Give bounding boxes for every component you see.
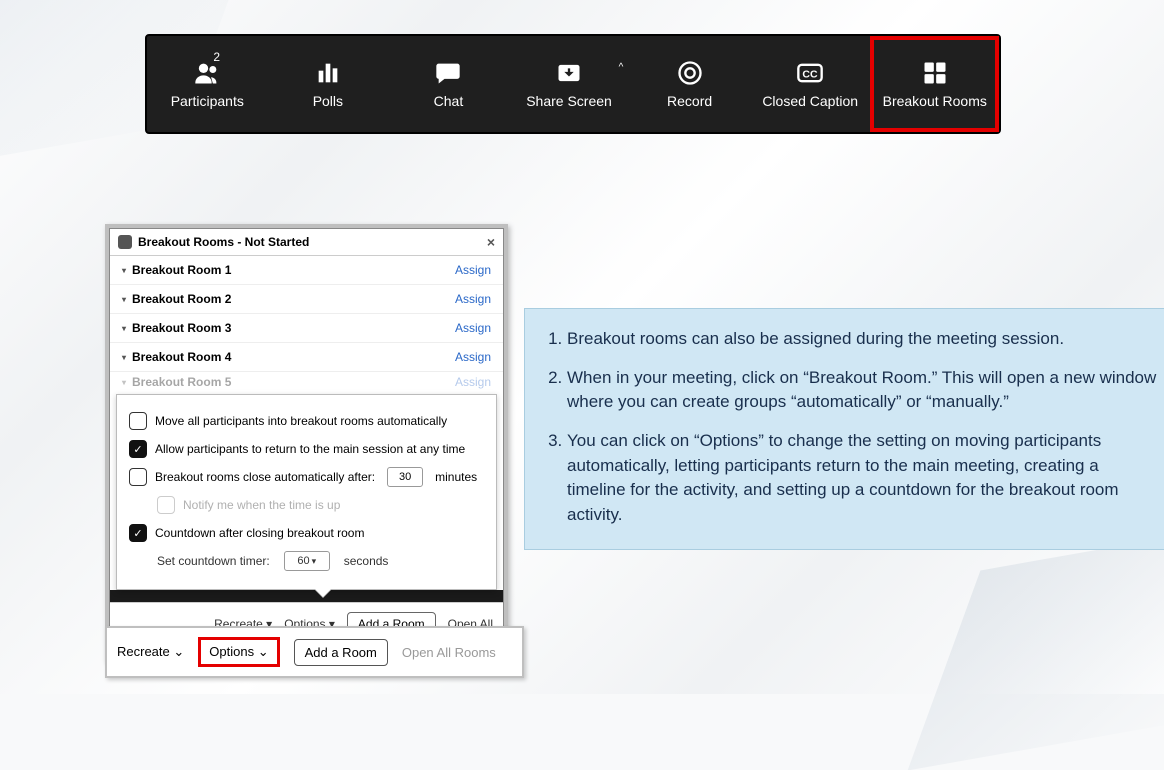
room-name: Breakout Room 1 — [132, 263, 231, 277]
breakout-room-row[interactable]: ▾ Breakout Room 4 Assign — [110, 343, 503, 372]
toolbar-closed-caption[interactable]: CC Closed Caption — [750, 36, 871, 132]
checkbox-icon — [157, 496, 175, 514]
instruction-item: You can click on “Options” to change the… — [567, 429, 1159, 528]
opt-label: Set countdown timer: — [157, 554, 270, 568]
close-icon[interactable]: × — [487, 234, 495, 250]
instruction-item: Breakout rooms can also be assigned duri… — [567, 327, 1159, 352]
unit-label: seconds — [344, 554, 389, 568]
toolbar-label: Chat — [434, 93, 464, 109]
caret-icon: ▾ — [122, 324, 126, 333]
unit-label: minutes — [435, 470, 477, 484]
opt-move-auto[interactable]: Move all participants into breakout room… — [129, 407, 484, 435]
toolbar-record[interactable]: Record — [629, 36, 750, 132]
instructions-panel: Breakout rooms can also be assigned duri… — [524, 308, 1164, 550]
open-all-rooms-link[interactable]: Open All Rooms — [402, 645, 496, 660]
add-room-button[interactable]: Add a Room — [294, 639, 388, 666]
breakout-actions-bar: Recreate ⌄ Options ⌄ Add a Room Open All… — [105, 626, 524, 678]
record-icon — [676, 59, 704, 87]
opt-allow-return[interactable]: ✓ Allow participants to return to the mai… — [129, 435, 484, 463]
toolbar-breakout-rooms[interactable]: Breakout Rooms — [870, 36, 999, 132]
caret-icon: ▾ — [122, 378, 126, 387]
options-popover: Move all participants into breakout room… — [116, 394, 497, 590]
breakout-rooms-window: Breakout Rooms - Not Started × ▾ Breakout… — [105, 224, 508, 662]
assign-link[interactable]: Assign — [455, 350, 491, 364]
opt-timer: Set countdown timer: 60 seconds — [129, 547, 484, 575]
share-screen-icon — [555, 59, 583, 87]
opt-label: Move all participants into breakout room… — [155, 414, 447, 428]
options-dropdown[interactable]: Options ⌄ — [198, 637, 279, 667]
toolbar-label: Share Screen — [526, 93, 612, 109]
toolbar-polls[interactable]: Polls — [268, 36, 389, 132]
breakout-room-row[interactable]: ▾ Breakout Room 3 Assign — [110, 314, 503, 343]
caret-icon: ▾ — [122, 353, 126, 362]
toolbar-label: Breakout Rooms — [883, 93, 987, 109]
polls-icon — [314, 59, 342, 87]
cc-icon: CC — [796, 59, 824, 87]
meeting-toolbar: 2 Participants Polls Chat ^ Share Screen… — [145, 34, 1001, 134]
checkbox-icon[interactable]: ✓ — [129, 440, 147, 458]
toolbar-chat[interactable]: Chat — [388, 36, 509, 132]
opt-label: Breakout rooms close automatically after… — [155, 470, 375, 484]
caret-icon: ▾ — [122, 295, 126, 304]
room-name: Breakout Room 2 — [132, 292, 231, 306]
opt-label: Countdown after closing breakout room — [155, 526, 364, 540]
participants-count: 2 — [213, 50, 220, 64]
checkbox-icon[interactable] — [129, 468, 147, 486]
opt-notify: Notify me when the time is up — [129, 491, 484, 519]
breakout-icon — [921, 59, 949, 87]
opt-auto-close[interactable]: Breakout rooms close automatically after… — [129, 463, 484, 491]
window-icon — [118, 235, 132, 249]
toolbar-label: Record — [667, 93, 712, 109]
minutes-input[interactable]: 30 — [387, 467, 423, 487]
instruction-item: When in your meeting, click on “Breakout… — [567, 366, 1159, 415]
window-title: Breakout Rooms - Not Started — [138, 235, 309, 249]
checkbox-icon[interactable] — [129, 412, 147, 430]
opt-countdown[interactable]: ✓ Countdown after closing breakout room — [129, 519, 484, 547]
toolbar-label: Participants — [171, 93, 244, 109]
recreate-dropdown[interactable]: Recreate ⌄ — [117, 644, 184, 660]
toolbar-share-screen[interactable]: ^ Share Screen — [509, 36, 630, 132]
assign-link[interactable]: Assign — [455, 292, 491, 306]
breakout-room-row[interactable]: ▾ Breakout Room 2 Assign — [110, 285, 503, 314]
toolbar-participants[interactable]: 2 Participants — [147, 36, 268, 132]
opt-label: Notify me when the time is up — [183, 498, 340, 512]
assign-link[interactable]: Assign — [455, 321, 491, 335]
toolbar-label: Closed Caption — [762, 93, 858, 109]
assign-link: Assign — [455, 375, 491, 389]
timer-select[interactable]: 60 — [284, 551, 330, 571]
room-name: Breakout Room 3 — [132, 321, 231, 335]
breakout-room-row: ▾ Breakout Room 5 Assign — [110, 372, 503, 392]
room-name: Breakout Room 4 — [132, 350, 231, 364]
assign-link[interactable]: Assign — [455, 263, 491, 277]
breakout-room-row[interactable]: ▾ Breakout Room 1 Assign — [110, 256, 503, 285]
chevron-up-icon[interactable]: ^ — [619, 62, 624, 73]
toolbar-label: Polls — [313, 93, 343, 109]
room-name: Breakout Room 5 — [132, 375, 231, 389]
caret-icon: ▾ — [122, 266, 126, 275]
chat-icon — [434, 59, 462, 87]
window-titlebar: Breakout Rooms - Not Started × — [110, 229, 503, 256]
checkbox-icon[interactable]: ✓ — [129, 524, 147, 542]
svg-text:CC: CC — [803, 69, 819, 81]
opt-label: Allow participants to return to the main… — [155, 442, 465, 456]
